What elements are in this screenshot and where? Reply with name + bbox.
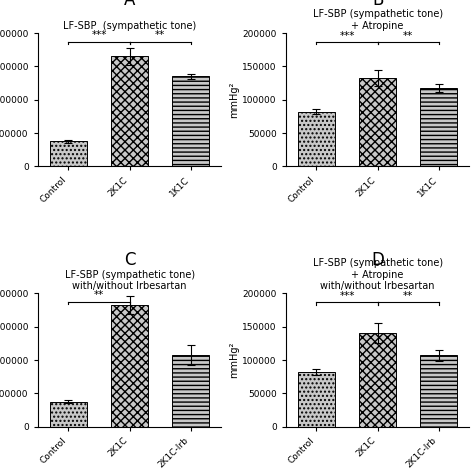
Text: ***: ***	[339, 291, 355, 301]
Bar	[50, 401, 87, 427]
Bar	[111, 56, 148, 166]
Text: A: A	[124, 0, 135, 9]
Text: **: **	[94, 291, 104, 301]
Bar	[298, 372, 335, 427]
Text: B: B	[372, 0, 383, 9]
Text: ***: ***	[339, 30, 355, 40]
Text: **: **	[403, 30, 413, 40]
Title: LF-SBP (sympathetic tone)
+ Atropine
with/without Irbesartan: LF-SBP (sympathetic tone) + Atropine wit…	[312, 258, 443, 292]
Bar	[420, 356, 457, 427]
Text: **: **	[403, 291, 413, 301]
Title: LF-SBP (sympathetic tone)
with/without Irbesartan: LF-SBP (sympathetic tone) with/without I…	[64, 270, 195, 292]
Text: C: C	[124, 252, 136, 270]
Text: **: **	[155, 30, 165, 40]
Bar	[50, 141, 87, 166]
Bar	[359, 333, 396, 427]
Text: ***: ***	[91, 30, 107, 40]
Y-axis label: mmHg²: mmHg²	[229, 82, 239, 118]
Title: LF-SBP (sympathetic tone)
+ Atropine: LF-SBP (sympathetic tone) + Atropine	[312, 9, 443, 31]
Title: LF-SBP  (sympathetic tone): LF-SBP (sympathetic tone)	[63, 21, 196, 31]
Bar	[173, 355, 209, 427]
Bar	[359, 79, 396, 166]
Bar	[298, 112, 335, 166]
Bar	[111, 305, 148, 427]
Bar	[420, 89, 457, 166]
Y-axis label: mmHg²: mmHg²	[229, 342, 239, 378]
Text: D: D	[371, 252, 384, 270]
Bar	[173, 76, 209, 166]
